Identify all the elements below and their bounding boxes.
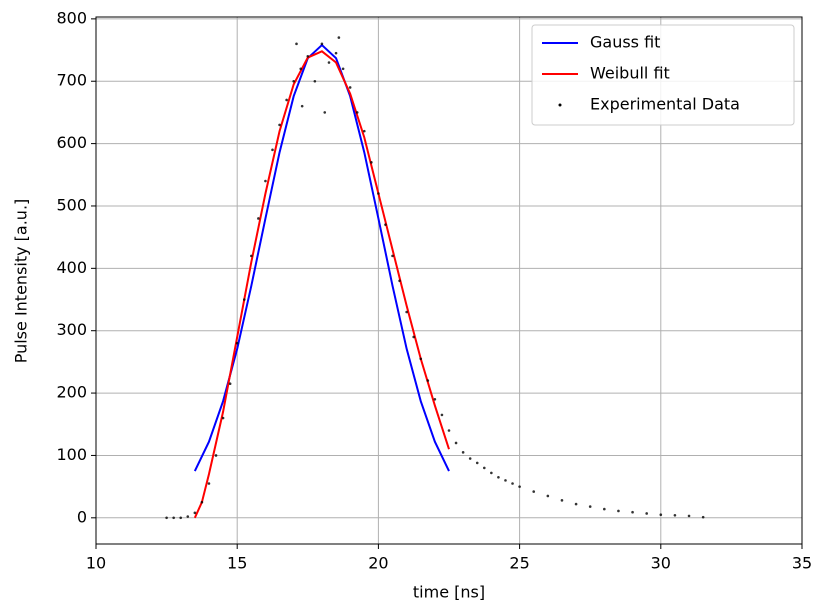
data-point — [419, 357, 423, 361]
data-point — [440, 413, 444, 417]
data-point — [242, 298, 246, 301]
data-point — [271, 148, 274, 152]
data-point — [186, 515, 190, 518]
data-point — [511, 482, 514, 485]
data-point — [384, 223, 387, 226]
data-point — [214, 454, 218, 457]
data-point — [285, 98, 288, 102]
data-point — [299, 67, 303, 71]
legend-label: Experimental Data — [590, 95, 740, 114]
data-point — [475, 461, 479, 465]
x-tick-label: 15 — [227, 554, 247, 573]
legend-label: Gauss fit — [590, 33, 660, 52]
data-point — [320, 42, 324, 46]
data-point — [391, 254, 394, 258]
x-tick-label: 25 — [509, 554, 529, 573]
data-point — [200, 500, 204, 504]
data-point — [560, 499, 564, 502]
data-point — [659, 513, 663, 516]
data-point — [468, 457, 472, 460]
data-point — [323, 111, 327, 114]
data-point — [179, 516, 183, 520]
x-tick-label: 35 — [792, 554, 812, 573]
data-point — [221, 416, 225, 420]
y-tick-label: 700 — [56, 71, 87, 90]
data-point — [355, 111, 359, 114]
data-point — [673, 514, 677, 517]
legend-label: Weibull fit — [590, 64, 670, 83]
data-point — [295, 42, 298, 46]
data-point — [193, 511, 197, 515]
data-point — [306, 54, 310, 58]
data-point — [228, 382, 232, 386]
data-point — [603, 507, 606, 511]
data-point — [412, 335, 416, 339]
fit-line — [193, 50, 450, 519]
data-point — [292, 79, 295, 83]
y-tick-label: 300 — [56, 320, 87, 339]
data-point — [461, 451, 465, 454]
data-point — [278, 123, 281, 127]
data-point — [483, 466, 486, 470]
y-tick-label: 500 — [56, 195, 87, 214]
data-point — [300, 104, 304, 108]
y-tick-label: 100 — [56, 445, 87, 464]
data-point — [687, 514, 691, 518]
data-point — [518, 485, 521, 488]
y-axis-label: Pulse Intensity [a.u.] — [12, 199, 31, 364]
data-point — [490, 471, 493, 475]
data-point — [398, 279, 401, 283]
data-point — [235, 341, 239, 345]
data-point — [257, 217, 260, 220]
data-point — [447, 429, 451, 432]
data-point — [362, 129, 366, 133]
data-point — [631, 510, 634, 514]
data-point — [645, 512, 648, 515]
data-point — [497, 475, 500, 479]
data-point — [504, 479, 507, 482]
data-point — [264, 179, 267, 183]
y-tick-label: 600 — [56, 133, 87, 152]
data-point — [377, 192, 380, 195]
y-tick-label: 400 — [56, 258, 87, 277]
data-point — [341, 67, 345, 71]
x-tick-label: 10 — [86, 554, 106, 573]
legend-swatch — [558, 103, 562, 107]
data-point — [370, 161, 373, 164]
data-point — [327, 61, 331, 64]
x-tick-label: 20 — [368, 554, 388, 573]
data-point — [207, 482, 211, 485]
plot-frame — [95, 16, 803, 545]
data-point — [701, 515, 705, 519]
x-tick-label: 30 — [651, 554, 671, 573]
legend-box — [531, 24, 795, 126]
data-point — [334, 51, 338, 55]
data-point — [532, 490, 536, 493]
data-point — [617, 509, 620, 513]
data-point — [574, 502, 578, 506]
data-point — [313, 79, 317, 83]
data-point — [348, 86, 352, 89]
data-point — [588, 505, 592, 508]
x-axis-label: time [ns] — [413, 583, 485, 602]
data-point — [546, 494, 550, 498]
y-tick-label: 0 — [77, 507, 87, 526]
data-point — [454, 441, 458, 445]
y-tick-label: 800 — [56, 8, 87, 27]
y-tick-label: 200 — [56, 383, 87, 402]
data-point — [405, 310, 408, 314]
data-point — [426, 379, 430, 382]
data-point — [337, 36, 341, 39]
data-point — [165, 516, 168, 520]
fit-line — [193, 43, 450, 472]
data-point — [172, 516, 175, 520]
data-point — [250, 254, 253, 258]
data-point — [433, 398, 437, 401]
